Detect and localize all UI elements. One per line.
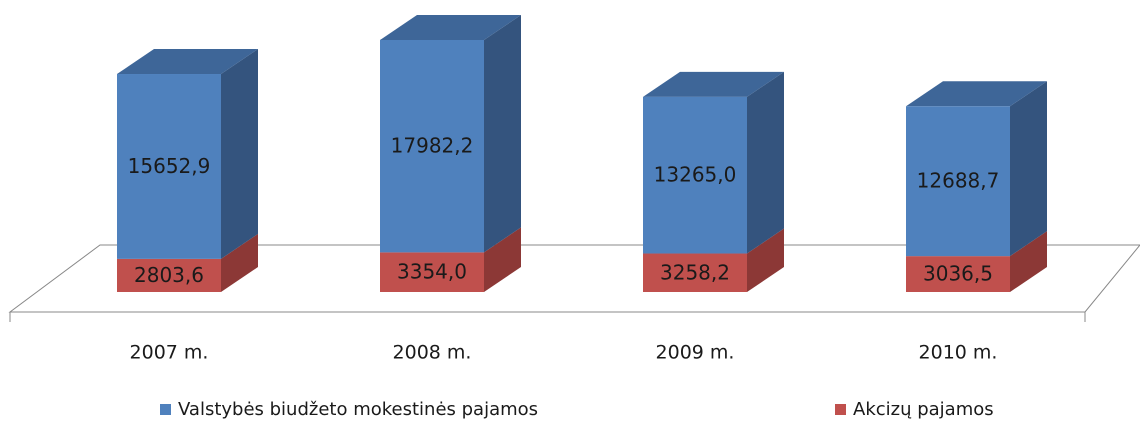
x-tick-label: 2009 m. xyxy=(656,342,735,364)
bar-side xyxy=(1010,81,1047,257)
value-label: 3258,2 xyxy=(660,260,730,284)
value-label: 3354,0 xyxy=(397,260,467,284)
bar xyxy=(380,252,484,292)
bar-side xyxy=(747,228,784,292)
value-label: 17982,2 xyxy=(391,134,474,158)
bar xyxy=(906,106,1010,257)
legend-label: Valstybės biudžeto mokestinės pajamos xyxy=(178,399,538,420)
bar-side xyxy=(747,71,784,254)
value-label: 3036,5 xyxy=(923,262,993,286)
floor xyxy=(8,244,1140,313)
value-label: 15652,9 xyxy=(128,154,211,178)
x-tick-label: 2008 m. xyxy=(393,342,472,364)
value-label: 2803,6 xyxy=(134,263,204,287)
bar xyxy=(906,256,1010,292)
bar-side xyxy=(484,227,521,292)
bar-top xyxy=(906,81,1047,107)
bar xyxy=(117,74,221,259)
bar-top xyxy=(117,49,258,75)
bar xyxy=(117,258,221,292)
bar xyxy=(643,96,747,254)
value-label: 13265,0 xyxy=(654,163,737,187)
bar-side xyxy=(1010,231,1047,292)
value-label: 12688,7 xyxy=(917,169,1000,193)
bar-side xyxy=(221,233,258,292)
x-tick-label: 2007 m. xyxy=(130,342,209,364)
legend-swatch xyxy=(160,404,171,415)
bar-side xyxy=(221,49,258,259)
x-tick-label: 2010 m. xyxy=(919,342,998,364)
legend-label: Akcizų pajamos xyxy=(853,399,994,420)
bar-side xyxy=(484,15,521,253)
bar-top xyxy=(380,15,521,40)
bar xyxy=(380,40,484,253)
bar-top xyxy=(643,71,784,97)
bar xyxy=(643,253,747,292)
legend-swatch xyxy=(835,404,846,415)
